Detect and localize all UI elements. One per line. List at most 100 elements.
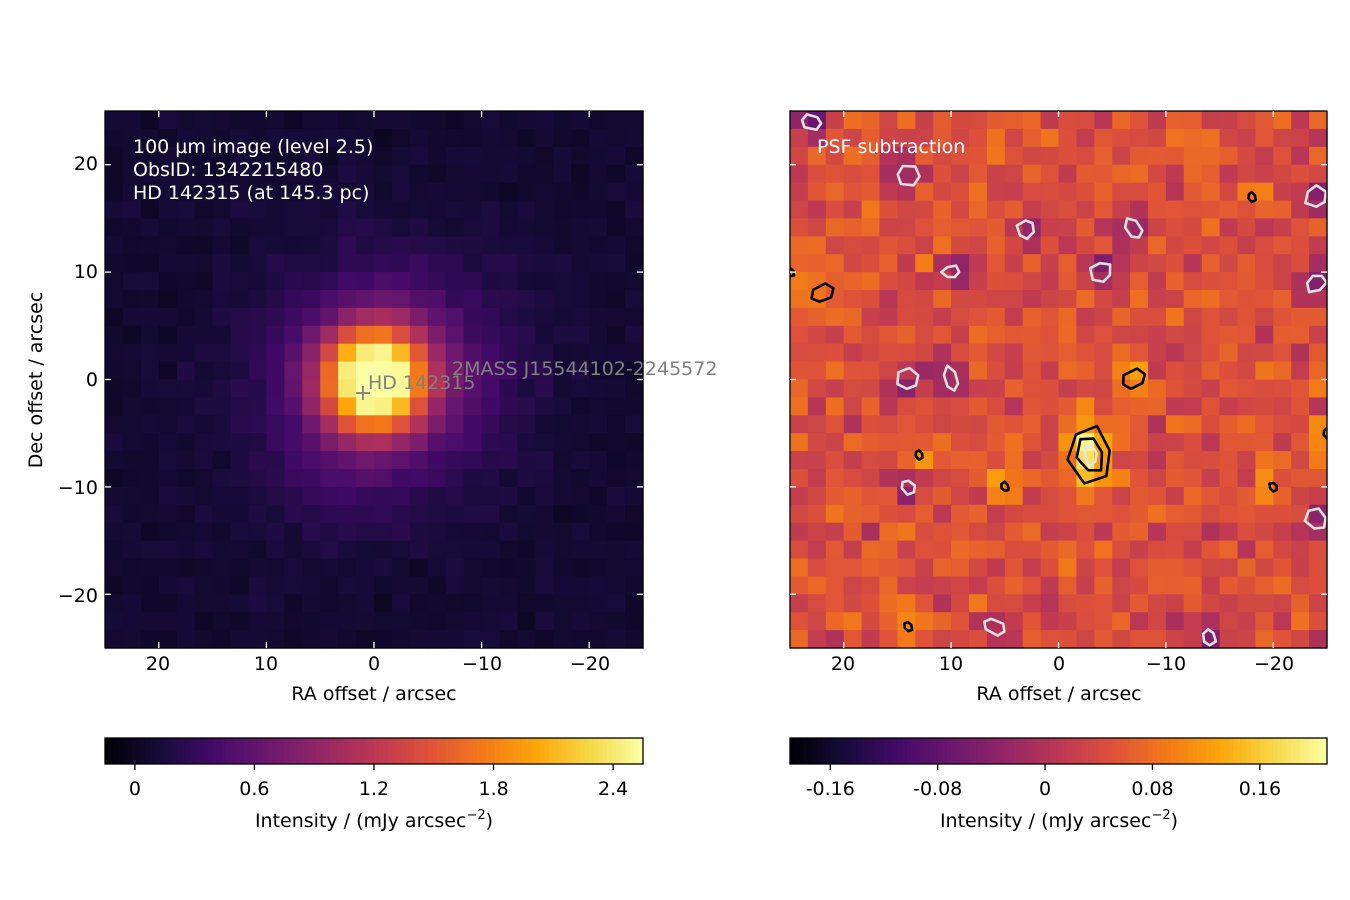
- heatmap-cell: [1022, 594, 1042, 613]
- heatmap-cell: [266, 451, 285, 470]
- heatmap-cell: [194, 433, 214, 452]
- heatmap-cell: [1291, 236, 1310, 255]
- heatmap-cell: [427, 397, 447, 416]
- heatmap-cell: [158, 540, 178, 560]
- heatmap-cell: [284, 182, 303, 202]
- colorbar-segment: [1156, 738, 1163, 764]
- heatmap-cell: [1309, 558, 1328, 577]
- heatmap-cell: [1219, 200, 1239, 219]
- heatmap-cell: [1291, 164, 1310, 184]
- heatmap-cell: [1004, 469, 1024, 488]
- heatmap-cell: [105, 594, 124, 613]
- heatmap-cell: [1094, 290, 1113, 309]
- heatmap-cell: [535, 486, 554, 506]
- heatmap-cell: [951, 254, 970, 273]
- heatmap-cell: [1183, 630, 1203, 649]
- colorbar-segment: [521, 738, 528, 764]
- heatmap-cell: [879, 146, 898, 166]
- colorbar-segment: [942, 738, 948, 764]
- heatmap-cell: [427, 325, 447, 345]
- heatmap-cell: [176, 111, 196, 130]
- heatmap-cell: [1130, 612, 1149, 631]
- heatmap-cell: [374, 254, 393, 273]
- heatmap-cell: [1255, 361, 1274, 381]
- heatmap-cell: [969, 164, 988, 184]
- colorbar-segment: [933, 738, 939, 764]
- heatmap-cell: [320, 200, 339, 219]
- heatmap-cell: [445, 612, 465, 631]
- heatmap-cell: [571, 236, 590, 255]
- heatmap-cell: [1076, 397, 1095, 416]
- heatmap-cell: [625, 504, 644, 524]
- heatmap-cell: [481, 182, 501, 202]
- heatmap-cell: [391, 612, 411, 631]
- heatmap-cell: [825, 146, 845, 166]
- heatmap-cell: [445, 379, 465, 398]
- heatmap-cell: [158, 630, 178, 649]
- heatmap-cell: [1201, 522, 1221, 542]
- colorbar-segment: [293, 738, 299, 764]
- heatmap-cell: [571, 379, 590, 398]
- heatmap-cell: [915, 415, 934, 434]
- heatmap-cell: [915, 486, 934, 506]
- heatmap-cell: [463, 290, 483, 309]
- heatmap-cell: [391, 379, 411, 398]
- heatmap-cell: [499, 325, 519, 345]
- heatmap-cell: [951, 433, 970, 452]
- heatmap-cell: [1076, 558, 1095, 577]
- heatmap-cell: [625, 236, 644, 255]
- heatmap-cell: [843, 558, 863, 577]
- heatmap-cell: [463, 576, 483, 595]
- colorbar-frame: [789, 737, 1328, 765]
- annotation-psf-subtraction: PSF subtraction: [817, 136, 965, 158]
- heatmap-cell: [825, 486, 845, 506]
- heatmap-cell: [933, 612, 952, 631]
- heatmap-cell: [1058, 630, 1077, 649]
- heatmap-cell: [933, 182, 952, 202]
- colorbar-segment: [297, 738, 303, 764]
- heatmap-cell: [266, 558, 285, 577]
- heatmap-cell: [1255, 397, 1274, 416]
- heatmap-cell: [1165, 486, 1185, 506]
- heatmap-cell: [1004, 182, 1024, 202]
- heatmap-cell: [535, 576, 554, 595]
- heatmap-cell: [122, 128, 142, 148]
- heatmap-cell: [356, 272, 375, 291]
- heatmap-cell: [625, 128, 644, 148]
- heatmap-cell: [517, 522, 536, 542]
- heatmap-cell: [933, 630, 952, 649]
- heatmap-cell: [861, 343, 881, 363]
- heatmap-cell: [933, 576, 952, 595]
- heatmap-cell: [790, 236, 809, 255]
- colorbar-segment: [906, 738, 912, 764]
- heatmap-cell: [517, 164, 536, 184]
- heatmap-cell: [176, 200, 196, 219]
- heatmap-cell: [986, 576, 1006, 595]
- heatmap-cell: [1040, 504, 1060, 524]
- heatmap-cell: [625, 469, 644, 488]
- heatmap-cell: [230, 254, 250, 273]
- heatmap-cell: [1201, 290, 1221, 309]
- heatmap-cell: [986, 522, 1006, 542]
- heatmap-cell: [517, 612, 536, 631]
- heatmap-cell: [969, 290, 988, 309]
- heatmap-cell: [445, 128, 465, 148]
- heatmap-cell: [790, 218, 809, 237]
- heatmap-cell: [843, 182, 863, 202]
- heatmap-cell: [445, 522, 465, 542]
- heatmap-cell: [1004, 272, 1024, 291]
- heatmap-cell: [391, 164, 411, 184]
- heatmap-cell: [1004, 540, 1024, 560]
- negative-contour: [1304, 184, 1327, 209]
- colorbar-segment: [459, 738, 465, 764]
- heatmap-cell: [427, 236, 447, 255]
- heatmap-cell: [212, 451, 232, 470]
- heatmap-cell: [1255, 290, 1274, 309]
- colorbar-label: Intensity / (mJy arcsec−2): [255, 808, 493, 832]
- heatmap-cell: [1004, 630, 1024, 649]
- heatmap-cell: [535, 128, 554, 148]
- heatmap-cell: [230, 540, 250, 560]
- heatmap-cell: [969, 182, 988, 202]
- colorbar-segment: [794, 738, 800, 764]
- heatmap-cell: [176, 522, 196, 542]
